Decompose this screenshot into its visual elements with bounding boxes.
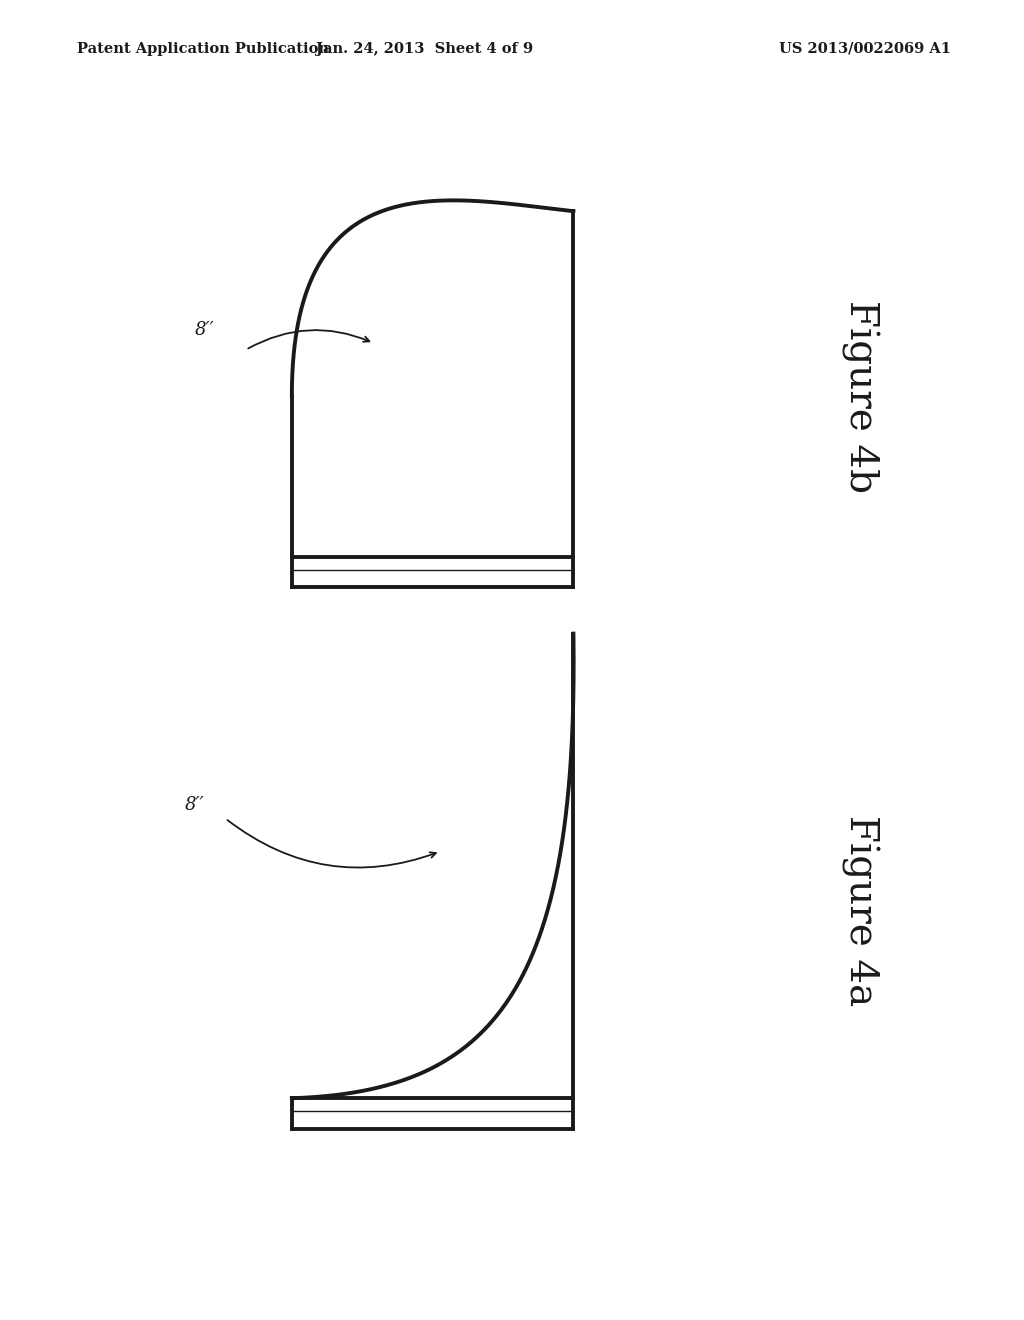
Text: US 2013/0022069 A1: US 2013/0022069 A1 [779, 42, 951, 55]
Text: Figure 4a: Figure 4a [841, 816, 880, 1006]
Text: 8′′: 8′′ [184, 796, 205, 814]
Text: Patent Application Publication: Patent Application Publication [77, 42, 329, 55]
Text: Jan. 24, 2013  Sheet 4 of 9: Jan. 24, 2013 Sheet 4 of 9 [316, 42, 534, 55]
Text: 8′′: 8′′ [195, 321, 215, 339]
Text: Figure 4b: Figure 4b [841, 300, 880, 492]
